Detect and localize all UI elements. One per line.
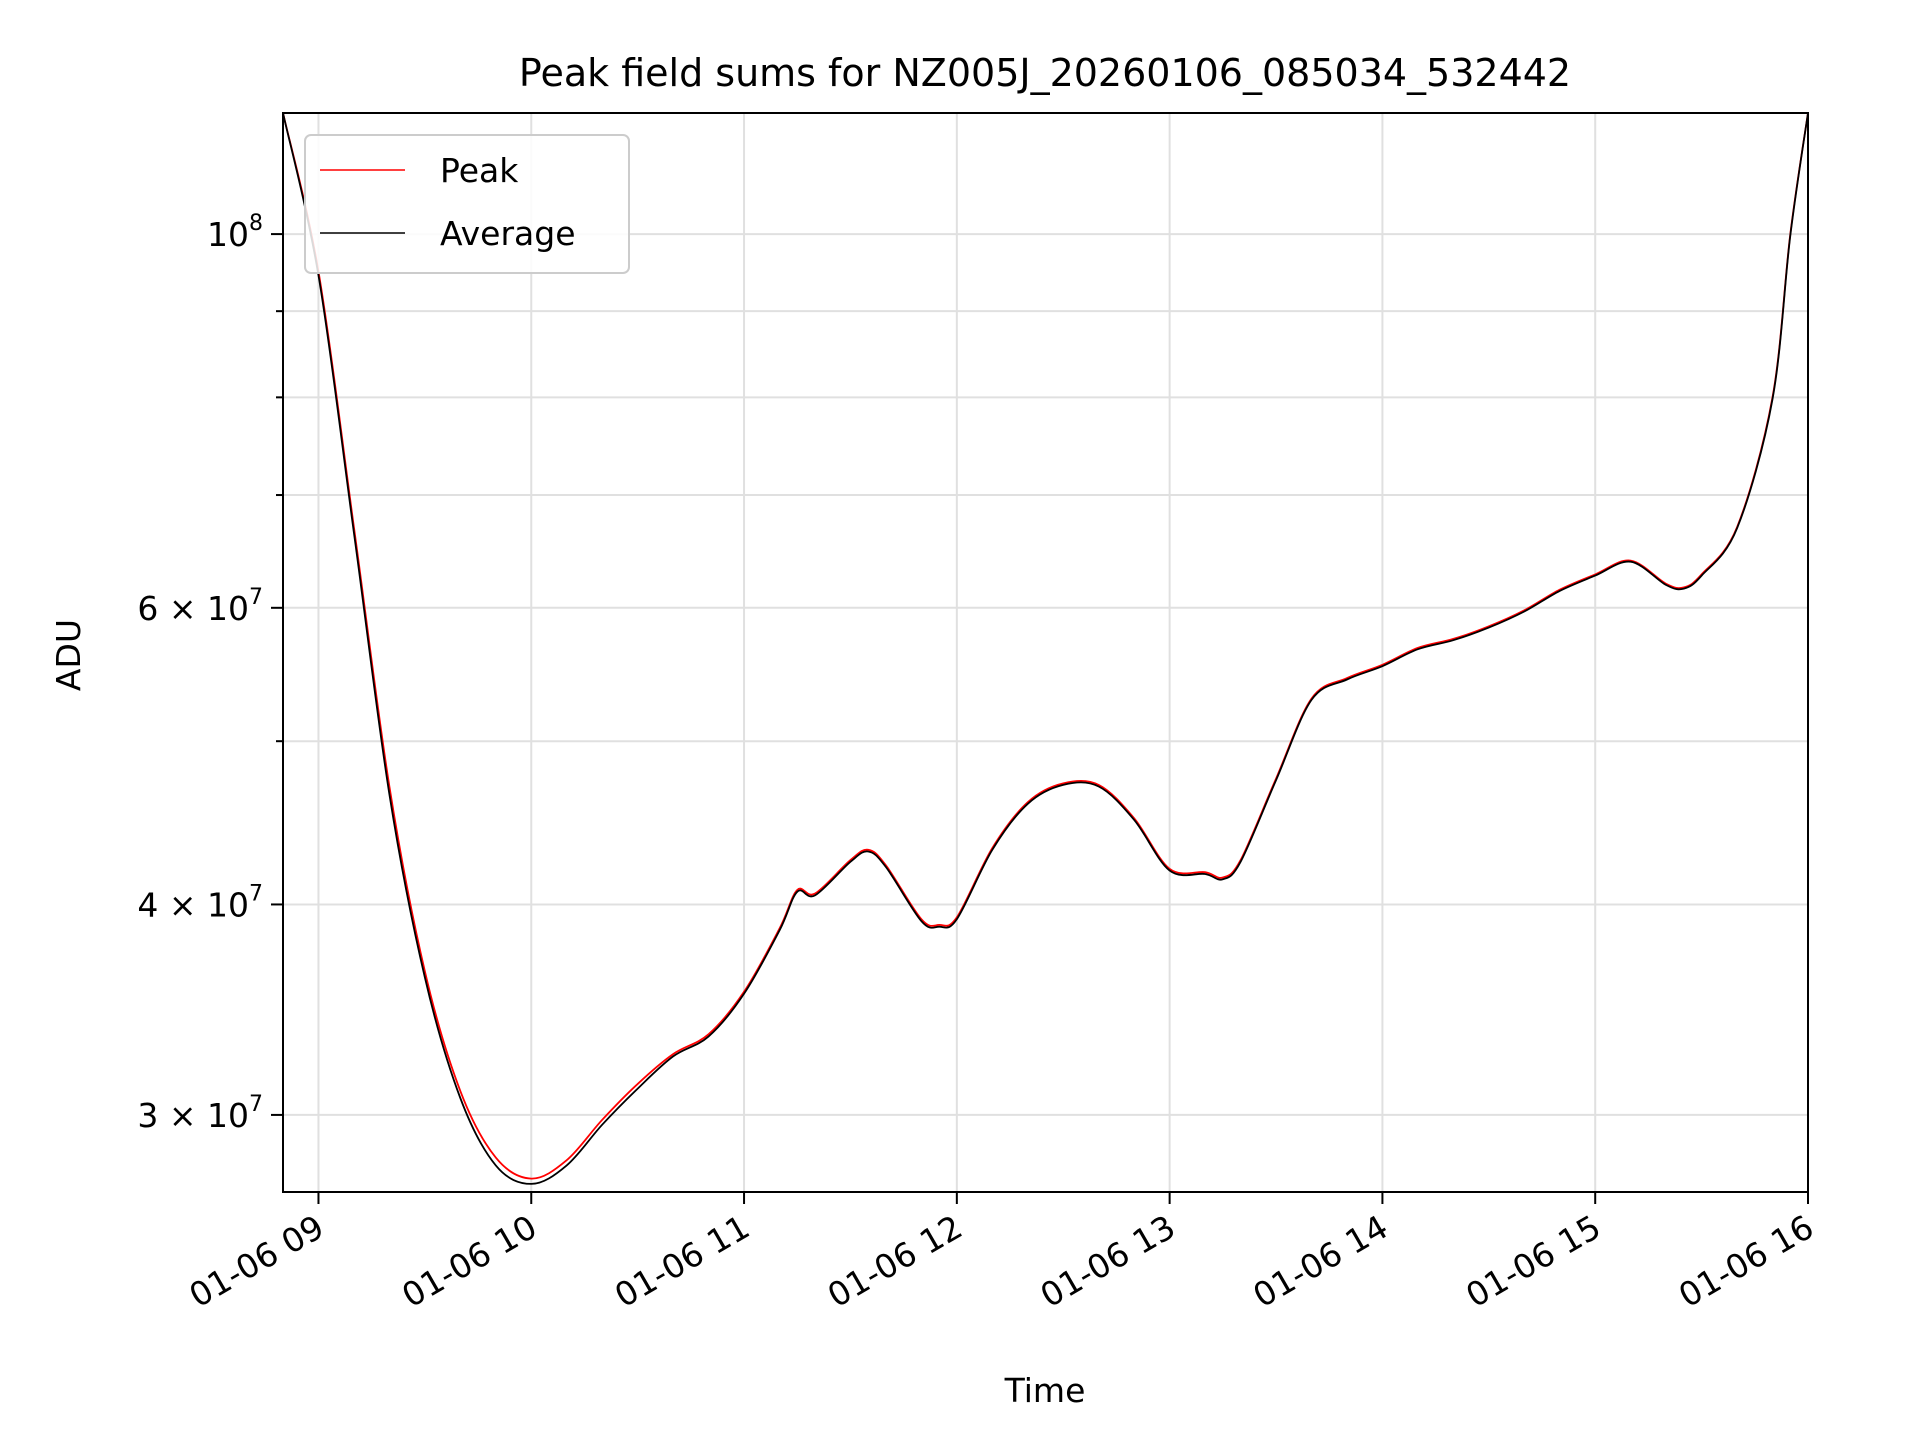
y-tick-label: 6 × 107 xyxy=(137,585,263,628)
legend-label-peak: Peak xyxy=(440,151,519,190)
axis-ticks xyxy=(271,233,1809,1204)
series-line-average xyxy=(282,112,1809,1185)
x-axis-label: Time xyxy=(1004,1371,1086,1410)
y-tick-label: 3 × 107 xyxy=(137,1092,263,1135)
legend: Peak Average xyxy=(304,134,630,274)
series-lines xyxy=(282,112,1809,1185)
series-line-peak xyxy=(282,112,1809,1180)
y-axis-label: ADU xyxy=(49,619,88,691)
y-tick-label: 4 × 107 xyxy=(137,881,263,924)
chart-title: Peak field sums for NZ005J_20260106_0850… xyxy=(519,51,1571,95)
y-tick-label: 108 xyxy=(207,211,263,254)
plot-frame xyxy=(282,112,1809,1193)
legend-label-average: Average xyxy=(440,214,576,253)
